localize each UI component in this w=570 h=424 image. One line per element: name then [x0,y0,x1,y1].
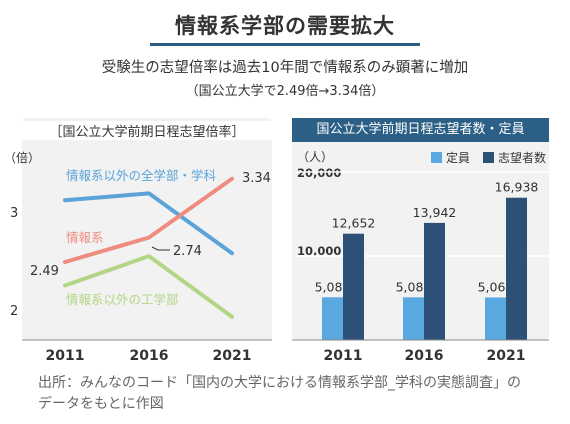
series-label-info: 情報系 [66,230,104,245]
bar-applicants-2016 [424,222,445,340]
bar-capacity-2016 [403,297,424,340]
bar-chart-plot: 5,087 12,652 2011 5,083 13,942 2016 5,064 16,93… [292,171,549,364]
bar-x-tick-2011: 2011 [324,348,363,364]
bar-label-capacity-2021: 5,064 [478,279,514,294]
series-label-other-eng: 情報系以外の工学部 [66,292,179,307]
source-note: 出所：みんなのコード「国内の大学における情報系学部_学科の実態調査」の データを… [38,373,558,415]
legend-label-applicants: 志望者数 [498,150,546,165]
line-x-tick-2016: 2016 [130,348,169,364]
line-x-tick-2011: 2011 [46,348,85,364]
line-series-other-eng [63,254,234,319]
bar-label-applicants-2021: 16,938 [495,180,539,195]
bar-capacity-2011 [322,297,343,340]
bar-label-capacity-2011: 5,087 [315,279,351,294]
bar-label-applicants-2016: 13,942 [413,205,457,220]
line-series-other-all [63,191,234,256]
source-line-1: 出所：みんなのコード「国内の大学における情報系学部_学科の実態調査」の [38,375,521,391]
bar-chart-y-tick-20000: 20,000 [297,166,341,180]
line-chart-y-tick-3: 3 [10,206,18,221]
bar-x-tick-2021: 2021 [487,348,526,364]
bar-capacity-2021 [485,297,506,340]
bar-chart-y-tick-10000: 10,000 [297,244,341,258]
line-series-info [63,176,234,264]
legend-swatch-applicants [483,152,494,163]
data-label-2016-leader [151,246,170,251]
data-label-2021: 3.34 [242,171,271,186]
bar-x-tick-2016: 2016 [405,348,444,364]
source-line-2: データをもとに作図 [38,396,164,412]
data-label-2011: 2.49 [30,264,59,279]
bar-applicants-2021 [506,197,527,340]
page-title: 情報系学部の需要拡大 [175,14,395,38]
bar-chart-y-label: （人） [297,150,333,164]
bar-applicants-2011 [343,233,364,340]
line-x-tick-2021: 2021 [213,348,252,364]
line-chart-y-label: （倍） [4,150,40,165]
bar-chart-title: 国公立大学前期日程志望者数・定員 [292,118,549,142]
page-subnote: （国公立大学で2.49倍→3.34倍） [185,84,385,99]
bar-label-applicants-2011: 12,652 [332,216,376,231]
legend-swatch-capacity [431,152,442,163]
data-label-2016: 2.74 [173,244,202,259]
line-chart-y-tick-2: 2 [10,304,18,319]
line-chart-title: ［国公立大学前期日程志望倍率］ [22,121,272,140]
series-label-other-all: 情報系以外の全学部・学科 [66,168,217,183]
legend-label-capacity: 定員 [446,150,470,165]
title-underline [150,43,420,46]
bar-label-capacity-2016: 5,083 [396,279,432,294]
page-subtitle: 受験生の志望倍率は過去10年間で情報系のみ顕著に増加 [101,60,469,76]
line-chart-panel [22,118,272,340]
